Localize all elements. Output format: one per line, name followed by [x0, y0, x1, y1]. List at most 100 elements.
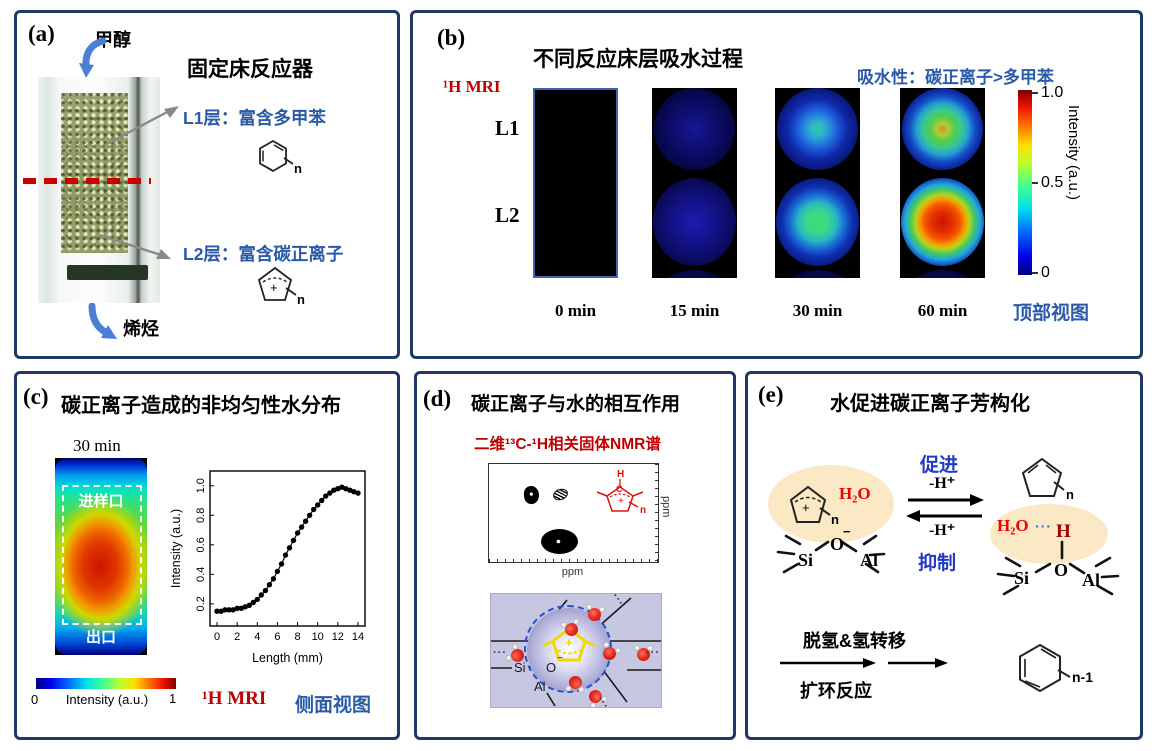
side-view-heatmap: 进样口 出口 [55, 458, 147, 655]
mri-edge-spot [903, 270, 982, 278]
panel-b-title: 不同反应床层吸水过程 [533, 48, 743, 71]
colorbar-max: 1.0 [1041, 84, 1064, 101]
l1-layer-label: L1层：富含多甲苯 [183, 108, 326, 128]
svg-text:8: 8 [295, 631, 301, 643]
mri-l2-spot [653, 178, 736, 266]
nmr-y-axis-label: ppm [660, 496, 672, 518]
deprotonation-bottom-label: -H⁺ [929, 522, 956, 539]
time-label-30min: 30 min [792, 301, 843, 320]
panel-e-label: (e) [758, 382, 784, 407]
o-right-label: O [1054, 560, 1069, 580]
time-label-0min: 0 min [554, 301, 597, 320]
cation-structure-yellow-icon: + [542, 627, 596, 662]
reactor-bottom-band [67, 264, 148, 281]
l1-row-label: L1 [495, 116, 520, 140]
benzene-n-label: n [294, 161, 302, 176]
al-left-label: Al [860, 550, 878, 570]
nmr-peak-2 [551, 486, 570, 503]
panel-d-title: 碳正离子与水的相互作用 [471, 394, 681, 415]
bridging-h-label: H [1056, 521, 1071, 542]
methanol-flow-arrow-icon [79, 37, 107, 78]
intensity-length-chart: 0 2 4 6 8 10 12 14 0.2 0.4 0.6 0.8 1.0 Length (mm) Int… [169, 470, 366, 665]
aromatic-product-icon: n-1 [1019, 643, 1093, 693]
cyclopentenyl-cation-icon: + n [789, 485, 839, 527]
bed-outline-dashed [62, 485, 142, 625]
svg-text:0.4: 0.4 [195, 567, 207, 582]
inhibit-label: 抑制 [918, 553, 957, 574]
h2o-right-label: H₂O [997, 516, 1029, 535]
panel-a-fixed-bed-reactor: (a) 甲醇 固定床反应器 L1层：富含多甲苯 n [14, 10, 400, 359]
h2o-left-label: H₂O [839, 484, 871, 503]
zeolite-cation-water-cartoon: + ··· ··· ··· ··· Si O − Al [490, 593, 662, 708]
svg-text:4: 4 [254, 631, 260, 643]
al-right-label: Al [1082, 570, 1100, 590]
water-molecule [634, 645, 653, 661]
panel-b-label: (b) [437, 25, 466, 50]
colorbar-min: 0 [1041, 264, 1050, 281]
si-left-label: Si [798, 550, 814, 570]
struct-h-label: H [617, 469, 624, 480]
mri-image-0min [533, 88, 618, 278]
si-right-label: Si [1014, 568, 1030, 588]
mri-method-label: ¹H MRI [443, 77, 501, 96]
mri-method-label: ¹H MRI [202, 688, 267, 709]
inlet-label: 进样口 [78, 493, 124, 510]
panel-b-conclusion: 吸水性：碳正离子>多甲苯 [857, 68, 1054, 87]
ring-expansion-label: 扩环反应 [800, 681, 872, 701]
panel-a-label: (a) [28, 21, 55, 46]
struct-n-label: n [640, 505, 646, 516]
carbocation-icon: + n [257, 266, 305, 307]
al-label: Al [534, 679, 546, 694]
o-left-label: O [830, 534, 845, 554]
heatmap-time-label: 30 min [73, 436, 121, 455]
reactor-photo [38, 77, 160, 303]
time-label-15min: 15 min [669, 301, 720, 320]
mri-edge-spot [655, 270, 734, 278]
panel-e-title: 水促进碳正离子芳构化 [830, 393, 1030, 415]
intensity-colorbar [1018, 90, 1032, 275]
mri-l2-spot [901, 178, 984, 266]
side-view-label: 侧面视图 [295, 695, 372, 716]
methanol-inlet-label: 甲醇 [95, 30, 131, 50]
heatmap-colorbar-max: 1 [169, 691, 177, 706]
l1-pointer-arrow-icon [104, 106, 179, 147]
o-label: O [546, 660, 557, 675]
svg-text:2: 2 [234, 631, 240, 643]
svg-text:Intensity (a.u.): Intensity (a.u.) [169, 509, 183, 588]
carbocation-structure-red-icon: H C + n [596, 469, 646, 516]
outlet-label: 出口 [85, 629, 116, 646]
left-solvation-ellipse [768, 465, 894, 543]
panel-a-title: 固定床反应器 [187, 58, 313, 81]
promote-label: 促进 [920, 455, 959, 476]
panel-c-water-distribution: (c) 碳正离子造成的非均匀性水分布 30 min 进样口 出口 0 2 4 6 8 10… [14, 371, 400, 740]
right-framework-bonds [996, 540, 1120, 596]
nmr-x-axis-label: ppm [561, 566, 584, 578]
l2-row-label: L2 [495, 203, 520, 227]
time-label-60min: 60 min [917, 301, 968, 320]
panel-e-aromatization-scheme: (e) 水促进碳正离子芳构化 + n H₂O Si O − Al 促进 -H⁺ [745, 371, 1143, 740]
olefin-outlet-label: 烯烃 [123, 319, 159, 339]
panel-d-cation-water-interaction: (d) 碳正离子与水的相互作用 二维¹³C-¹H相关固体NMR谱 H C + n… [414, 371, 736, 740]
svg-text:14: 14 [352, 631, 364, 643]
svg-text:1.0: 1.0 [195, 478, 207, 493]
mri-image-30min [775, 88, 860, 278]
mri-l1-spot [777, 88, 858, 170]
svg-text:0.6: 0.6 [195, 537, 207, 552]
mri-image-15min [652, 88, 737, 278]
struct-c-label: C [616, 484, 623, 494]
l2-pointer-arrow-icon [98, 233, 171, 259]
left-framework-bonds [776, 534, 886, 574]
svg-text:0.2: 0.2 [195, 596, 207, 611]
continuation-dots: ··· [646, 647, 660, 659]
colorbar-mid: 0.5 [1041, 174, 1064, 191]
diene-n-label: n [1066, 487, 1074, 502]
l2-layer-label: L2层：富含碳正离子 [183, 244, 344, 264]
bed-divider-dashed-line [23, 178, 151, 184]
olefin-flow-arrow-icon [88, 303, 117, 339]
cation-plus-sign: + [270, 280, 278, 295]
panel-b-water-uptake-mri: (b) 不同反应床层吸水过程 吸水性：碳正离子>多甲苯 ¹H MRI L1 L2… [410, 10, 1143, 359]
o-left-charge: − [843, 524, 851, 539]
cation-plus-sign: + [565, 635, 573, 650]
water-molecule [565, 675, 585, 693]
